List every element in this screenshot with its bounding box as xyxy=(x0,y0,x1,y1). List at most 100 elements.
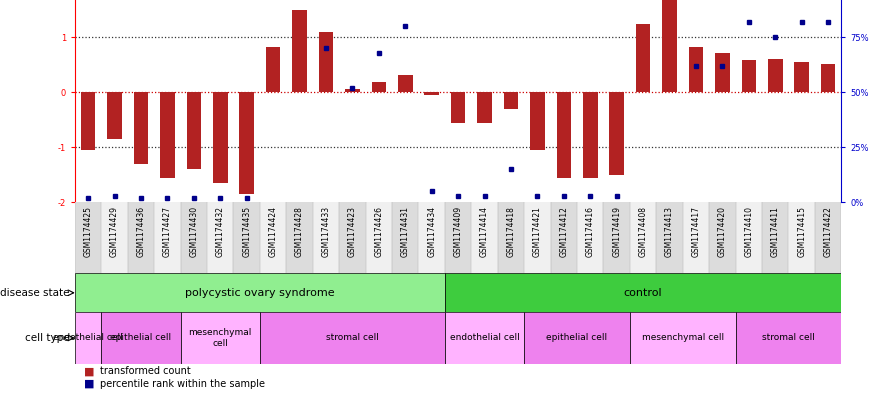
Bar xyxy=(398,75,412,92)
Text: GSM1174422: GSM1174422 xyxy=(824,206,833,257)
Text: GSM1174427: GSM1174427 xyxy=(163,206,172,257)
Text: GSM1174416: GSM1174416 xyxy=(586,206,595,257)
Bar xyxy=(286,202,313,273)
Bar xyxy=(319,32,333,92)
Text: ■: ■ xyxy=(84,366,94,376)
Text: transformed count: transformed count xyxy=(100,366,190,376)
Bar xyxy=(630,312,736,364)
Text: control: control xyxy=(624,288,663,298)
Bar xyxy=(471,202,498,273)
Text: GSM1174418: GSM1174418 xyxy=(507,206,515,257)
Bar xyxy=(445,312,524,364)
Bar xyxy=(736,202,762,273)
Text: GSM1174424: GSM1174424 xyxy=(269,206,278,257)
Bar xyxy=(630,202,656,273)
Bar xyxy=(392,202,418,273)
Bar xyxy=(339,202,366,273)
Bar xyxy=(715,53,729,92)
Bar xyxy=(366,202,392,273)
Bar xyxy=(451,92,465,123)
Bar xyxy=(425,92,439,95)
Bar xyxy=(181,312,260,364)
Bar xyxy=(240,92,254,194)
Bar xyxy=(795,62,809,92)
Bar xyxy=(260,312,445,364)
Text: GSM1174434: GSM1174434 xyxy=(427,206,436,257)
Bar xyxy=(683,202,709,273)
Bar xyxy=(478,92,492,123)
Bar xyxy=(610,92,624,175)
Bar xyxy=(445,273,841,312)
Text: GSM1174410: GSM1174410 xyxy=(744,206,753,257)
Bar xyxy=(583,92,597,178)
Text: GSM1174423: GSM1174423 xyxy=(348,206,357,257)
Bar xyxy=(75,312,101,364)
Bar xyxy=(636,24,650,92)
Text: GSM1174432: GSM1174432 xyxy=(216,206,225,257)
Text: GSM1174408: GSM1174408 xyxy=(639,206,648,257)
Bar xyxy=(788,202,815,273)
Bar xyxy=(154,202,181,273)
Bar xyxy=(345,88,359,92)
Bar xyxy=(101,312,181,364)
Bar xyxy=(577,202,603,273)
Text: GSM1174411: GSM1174411 xyxy=(771,206,780,257)
Bar xyxy=(524,312,630,364)
Text: epithelial cell: epithelial cell xyxy=(546,334,608,342)
Text: polycystic ovary syndrome: polycystic ovary syndrome xyxy=(185,288,335,298)
Bar xyxy=(762,202,788,273)
Text: GSM1174430: GSM1174430 xyxy=(189,206,198,257)
Text: GSM1174409: GSM1174409 xyxy=(454,206,463,257)
Text: GSM1174431: GSM1174431 xyxy=(401,206,410,257)
Bar xyxy=(134,92,148,164)
Text: GSM1174425: GSM1174425 xyxy=(84,206,93,257)
Bar xyxy=(187,92,201,169)
Bar xyxy=(498,202,524,273)
Bar xyxy=(292,10,307,92)
Text: GSM1174429: GSM1174429 xyxy=(110,206,119,257)
Bar xyxy=(213,92,227,183)
Bar xyxy=(160,92,174,178)
Bar xyxy=(128,202,154,273)
Text: GSM1174426: GSM1174426 xyxy=(374,206,383,257)
Bar xyxy=(524,202,551,273)
Text: GSM1174415: GSM1174415 xyxy=(797,206,806,257)
Bar xyxy=(101,202,128,273)
Bar xyxy=(656,202,683,273)
Text: GSM1174417: GSM1174417 xyxy=(692,206,700,257)
Bar xyxy=(551,202,577,273)
Text: epithelial cell: epithelial cell xyxy=(110,334,172,342)
Text: endothelial cell: endothelial cell xyxy=(449,334,520,342)
Bar xyxy=(689,47,703,92)
Text: percentile rank within the sample: percentile rank within the sample xyxy=(100,379,264,389)
Bar xyxy=(445,202,471,273)
Text: GSM1174433: GSM1174433 xyxy=(322,206,330,257)
Text: GSM1174413: GSM1174413 xyxy=(665,206,674,257)
Bar xyxy=(75,202,101,273)
Text: mesenchymal cell: mesenchymal cell xyxy=(641,334,724,342)
Text: stromal cell: stromal cell xyxy=(762,334,815,342)
Bar xyxy=(75,273,445,312)
Text: GSM1174435: GSM1174435 xyxy=(242,206,251,257)
Text: GSM1174420: GSM1174420 xyxy=(718,206,727,257)
Bar xyxy=(742,61,756,92)
Bar xyxy=(181,202,207,273)
Text: GSM1174421: GSM1174421 xyxy=(533,206,542,257)
Bar xyxy=(557,92,571,178)
Bar xyxy=(266,47,280,92)
Bar xyxy=(81,92,95,150)
Text: disease state: disease state xyxy=(0,288,70,298)
Bar xyxy=(372,83,386,92)
Text: GSM1174414: GSM1174414 xyxy=(480,206,489,257)
Text: GSM1174419: GSM1174419 xyxy=(612,206,621,257)
Bar xyxy=(821,64,835,92)
Bar xyxy=(709,202,736,273)
Bar xyxy=(207,202,233,273)
Bar xyxy=(107,92,122,139)
Text: cell type: cell type xyxy=(25,333,70,343)
Bar xyxy=(663,0,677,92)
Text: GSM1174412: GSM1174412 xyxy=(559,206,568,257)
Bar xyxy=(418,202,445,273)
Bar xyxy=(260,202,286,273)
Bar xyxy=(815,202,841,273)
